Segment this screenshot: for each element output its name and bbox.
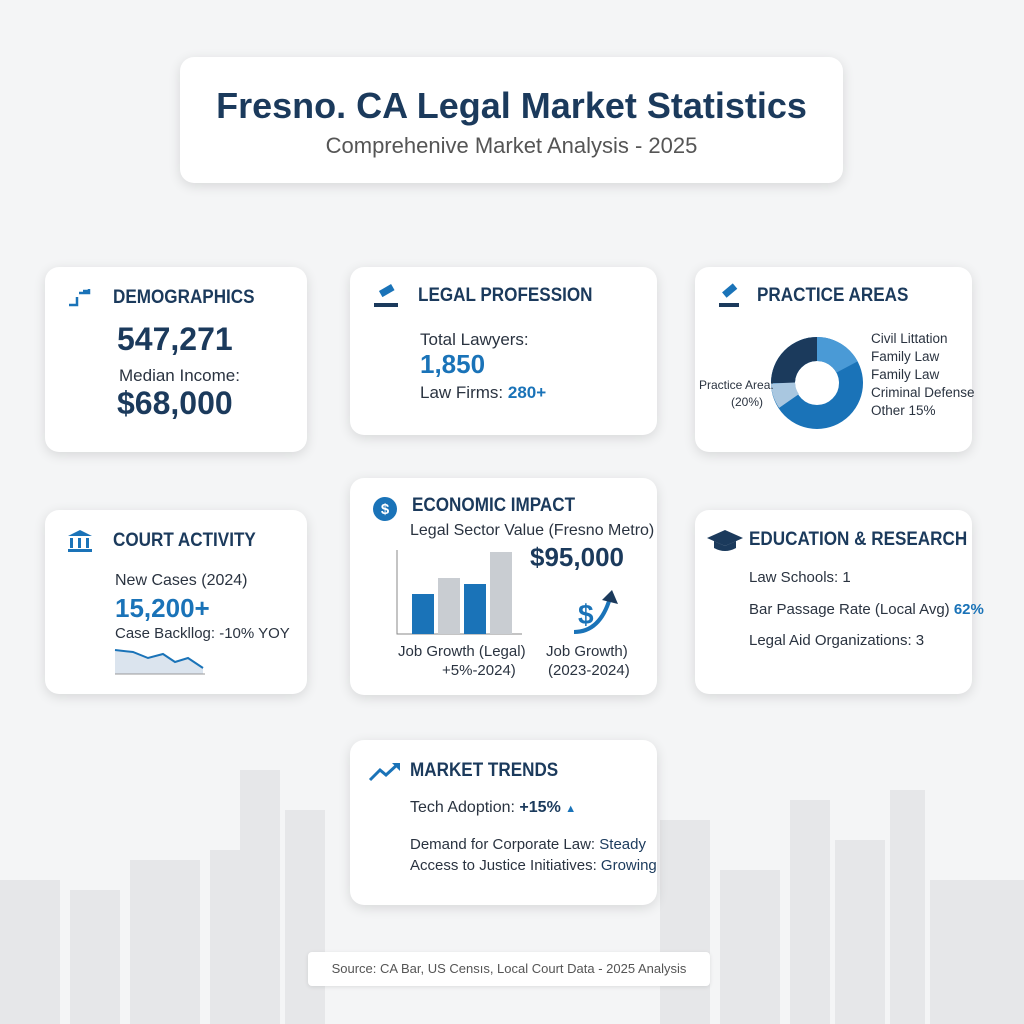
card-title: COURT ACTIVITY xyxy=(113,530,256,551)
lawyers-label: Total Lawyers: xyxy=(420,330,529,349)
court-activity-card: COURT ACTIVITY New Cases (2024) 15,200+ … xyxy=(45,510,307,694)
header-card: Fresno. CA Legal Market Statistics Compr… xyxy=(180,57,843,183)
source: Source: CA Bar, US Censıs, Local Court D… xyxy=(331,961,687,976)
subtitle: Comprehenive Market Analysis - 2025 xyxy=(325,133,698,158)
growth-right: Job Growth) xyxy=(546,643,628,660)
growth-icon: $ xyxy=(573,590,618,634)
income-label: Median Income: xyxy=(119,366,240,385)
legal-profession-card: LEGAL PROFESSION Total Lawyers: 1,850 La… xyxy=(350,267,657,435)
card-title: ECONOMIC IMPACT xyxy=(412,495,576,516)
icon xyxy=(368,762,400,782)
firms-row: Law Firms: 280+ xyxy=(420,383,546,403)
cases-label: New Cases (2024) xyxy=(115,572,248,589)
firms-label: Law Firms: xyxy=(420,383,504,402)
legend-entry: Civil Littation xyxy=(871,331,948,346)
tech-row: Tech Adoption: +15% ▲ xyxy=(410,799,576,817)
population: 547,271 xyxy=(117,321,233,357)
svg-text:$: $ xyxy=(578,599,594,630)
tech-label: Tech Adoption: xyxy=(410,799,515,816)
market-trends-card: MARKET TRENDS Tech Adoption: +15% ▲ Dema… xyxy=(350,740,657,905)
bar-graphic xyxy=(396,550,522,635)
icon xyxy=(68,530,92,552)
corporate-label: Demand for Corporate Law: xyxy=(410,836,596,853)
firms: 280+ xyxy=(507,383,547,402)
donut xyxy=(771,337,863,429)
demographics-card: DEMOGRAPHICS 547,271 Median Income: $68,… xyxy=(45,267,307,452)
icon xyxy=(374,284,398,307)
bar-label: Bar Passage Rate (Local Avg) xyxy=(749,601,950,618)
education-card: EDUCATION & RESEARCH Law Schools: 1 Bar … xyxy=(695,510,984,694)
access-row: Access to Justice Initiatives: Growing xyxy=(410,857,657,874)
bar-row: Bar Passage Rate (Local Avg) 62% xyxy=(749,601,984,618)
tech-value: +15% xyxy=(519,799,561,816)
icon xyxy=(707,530,743,551)
icon xyxy=(69,289,91,307)
economic-impact-card: $ ECONOMIC IMPACT Legal Sector Value (Fr… xyxy=(350,478,657,695)
corporate-value: Steady xyxy=(599,836,646,853)
footer: Source: CA Bar, US Censıs, Local Court D… xyxy=(308,952,710,986)
legend-entry: Other 15% xyxy=(871,403,936,418)
access-label: Access to Justice Initiatives: xyxy=(410,857,597,874)
access-value: Growing xyxy=(600,857,657,874)
law-schools: Law Schools: 1 xyxy=(749,569,851,586)
legend-entry: Criminal Defense xyxy=(871,385,975,400)
svg-text:$: $ xyxy=(381,501,390,518)
value-label: Legal Sector Value (Fresno Metro) xyxy=(410,522,655,539)
practice-areas-card: PRACTICE AREAS Practice Area: (20%) Civi… xyxy=(695,267,975,452)
side-label: Practice Area: xyxy=(699,378,774,392)
card-title: MARKET TRENDS xyxy=(410,760,559,781)
legend-entry: Family Law xyxy=(871,367,940,382)
legal-aid: Legal Aid Organizations: 3 xyxy=(749,632,925,649)
backlog: Case Backllog: -10% YOY xyxy=(115,625,290,642)
growth-left: +5%-2024) xyxy=(442,662,516,679)
sector-value: $95,000 xyxy=(530,542,624,572)
icon: $ xyxy=(373,497,397,521)
sparkline xyxy=(114,649,205,675)
bar-value: 62% xyxy=(953,601,984,618)
income: $68,000 xyxy=(117,385,233,421)
legend-entry: Family Law xyxy=(871,349,940,364)
icon xyxy=(719,283,739,307)
lawyers: 1,850 xyxy=(420,349,486,379)
corporate-row: Demand for Corporate Law: Steady xyxy=(410,836,646,853)
side-value: (20%) xyxy=(731,395,764,409)
legend: Civil Littation Family Law Family Law Crimi… xyxy=(871,330,975,420)
cases: 15,200+ xyxy=(115,593,210,623)
card-title: DEMOGRAPHICS xyxy=(113,287,255,308)
growth-left: Job Growth (Legal) xyxy=(398,643,526,660)
card-title: PRACTICE AREAS xyxy=(757,285,909,306)
up-arrow: ▲ xyxy=(565,803,577,815)
card-title: EDUCATION & RESEARCH xyxy=(749,529,968,550)
growth-right: (2023-2024) xyxy=(548,662,630,679)
title: Fresno. CA Legal Market Statistics xyxy=(216,85,807,126)
card-title: LEGAL PROFESSION xyxy=(418,285,593,306)
